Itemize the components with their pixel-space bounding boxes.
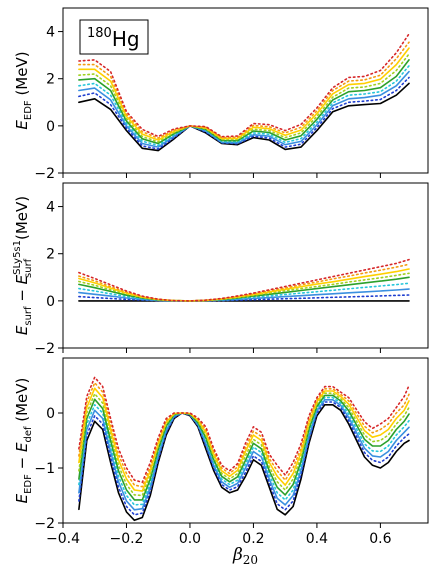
series-line-2 <box>78 401 410 516</box>
y-tick-label: 0 <box>46 294 55 310</box>
y-tick-label: 0 <box>46 119 55 135</box>
series-line-9 <box>78 33 410 138</box>
y-tick-label: 4 <box>46 200 55 216</box>
series-line-5 <box>78 394 410 501</box>
axes-frame <box>62 7 429 174</box>
y-tick-label: −2 <box>34 341 55 357</box>
y-axis-label: EEDF − Edef (MeV) <box>13 378 34 504</box>
series-group <box>78 33 410 152</box>
series-line-7 <box>78 47 410 141</box>
x-tick-label: 0.4 <box>306 531 328 547</box>
x-tick-label: −0.2 <box>109 531 143 547</box>
y-tick-label: 2 <box>46 247 55 263</box>
series-line-8 <box>78 41 410 139</box>
y-tick-label: 2 <box>46 72 55 88</box>
series-line-3 <box>78 288 410 302</box>
series-group <box>78 376 410 522</box>
y-tick-label: −1 <box>34 461 55 477</box>
series-line-7 <box>78 387 410 492</box>
y-tick-label: 4 <box>46 25 55 41</box>
series-group <box>78 258 410 302</box>
nucleus-label: 180Hg <box>87 26 140 51</box>
series-line-6 <box>78 53 410 143</box>
series-line-8 <box>78 382 410 488</box>
series-line-5 <box>78 276 410 302</box>
y-axis-label: EEDF (MeV) <box>13 51 34 129</box>
series-line-4 <box>78 282 410 302</box>
x-tick-label: 0.6 <box>369 531 391 547</box>
x-tick-label: −0.4 <box>46 531 80 547</box>
x-tick-label: 0.0 <box>179 531 201 547</box>
panel-3: −2 −1 0 −0.4 −0.2 0.0 0.2 0.4 0.6 EEDF − Edef (Me… <box>13 357 429 547</box>
y-tick-label: −2 <box>34 516 55 532</box>
panel-1: −2 0 2 4 EEDF (MeV) 180Hg <box>13 7 429 182</box>
panel-2: −2 0 2 4 Esurf − ESLy5s1surf (MeV) <box>12 182 429 357</box>
x-axis-label: β20 <box>232 545 258 567</box>
x-tick-label: 0.2 <box>242 531 264 547</box>
series-line-1 <box>78 82 410 152</box>
series-line-2 <box>78 76 410 150</box>
series-line-5 <box>78 59 410 145</box>
axes-frame <box>62 182 429 349</box>
series-line-9 <box>78 258 410 302</box>
panels: −2 0 2 4 EEDF (MeV) 180Hg −2 0 2 4 Esurf − ESLy5s1… <box>12 7 429 567</box>
series-line-3 <box>78 399 410 511</box>
series-line-2 <box>78 294 410 302</box>
series-line-3 <box>78 70 410 148</box>
series-line-9 <box>78 376 410 484</box>
nucleus-label-box <box>79 19 149 55</box>
axes-frame <box>62 357 429 524</box>
y-tick-label: 0 <box>46 406 55 422</box>
series-line-4 <box>78 65 410 147</box>
series-line-6 <box>78 392 410 497</box>
series-line-4 <box>78 396 410 506</box>
y-axis-label: Esurf − ESLy5s1surf (MeV) <box>12 196 34 335</box>
y-tick-label: −2 <box>34 166 55 182</box>
series-line-1 <box>78 404 410 522</box>
series-line-6 <box>78 272 410 302</box>
